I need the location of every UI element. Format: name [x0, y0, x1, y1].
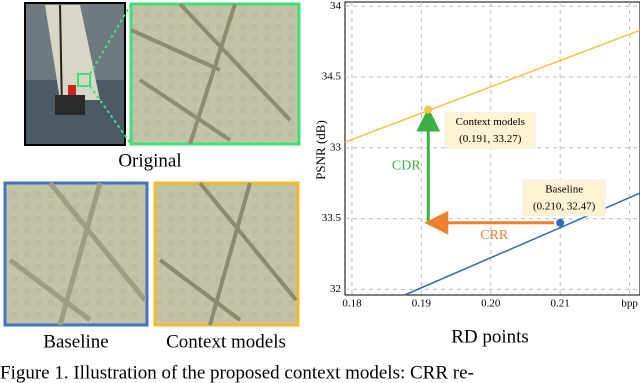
zoom-guide — [89, 3, 132, 75]
plot: 0.18 0.19 0.20 0.21 bpp 32 33.5 33 34.5 34 CDR CRR C… — [322, 0, 640, 310]
point-label: (0.210, 32.47) — [533, 200, 596, 212]
panel-label: Context models — [166, 331, 286, 352]
annotation-box — [444, 112, 536, 150]
x-tick-label: 0.19 — [412, 298, 432, 310]
x-tick-label: bpp — [621, 298, 638, 310]
panel-label: Original — [118, 150, 181, 171]
line — [344, 29, 640, 143]
y-axis-label: PSNR (dB) — [313, 120, 328, 180]
point — [424, 105, 433, 114]
y-tick-label: 33.5 — [322, 212, 342, 224]
plot-frame — [344, 1, 640, 296]
panel-label: Baseline — [43, 331, 108, 352]
annotation: CRR — [480, 228, 509, 243]
zoom-original — [129, 2, 301, 146]
point-name: Baseline — [545, 183, 583, 195]
original-photo — [24, 2, 126, 146]
y-tick-label: 32 — [330, 283, 341, 295]
point — [556, 218, 565, 227]
x-tick-label: 0.20 — [481, 298, 501, 310]
point-name: Context models — [456, 116, 525, 128]
y-tick-label: 34 — [330, 0, 342, 12]
zoom-context — [153, 181, 300, 327]
x-tick-label: 0.21 — [551, 298, 570, 310]
annotation: CDR — [392, 158, 421, 173]
y-tick-label: 33 — [330, 141, 342, 153]
zoom-baseline — [3, 181, 149, 327]
x-axis-label: RD points — [451, 326, 529, 347]
annotation-box — [522, 179, 606, 217]
x-tick-label: 0.18 — [342, 298, 362, 310]
y-tick-label: 34.5 — [322, 71, 342, 83]
point-label: (0.191, 33.27) — [459, 133, 522, 145]
caption: Figure 1. Illustration of the proposed c… — [0, 362, 474, 383]
